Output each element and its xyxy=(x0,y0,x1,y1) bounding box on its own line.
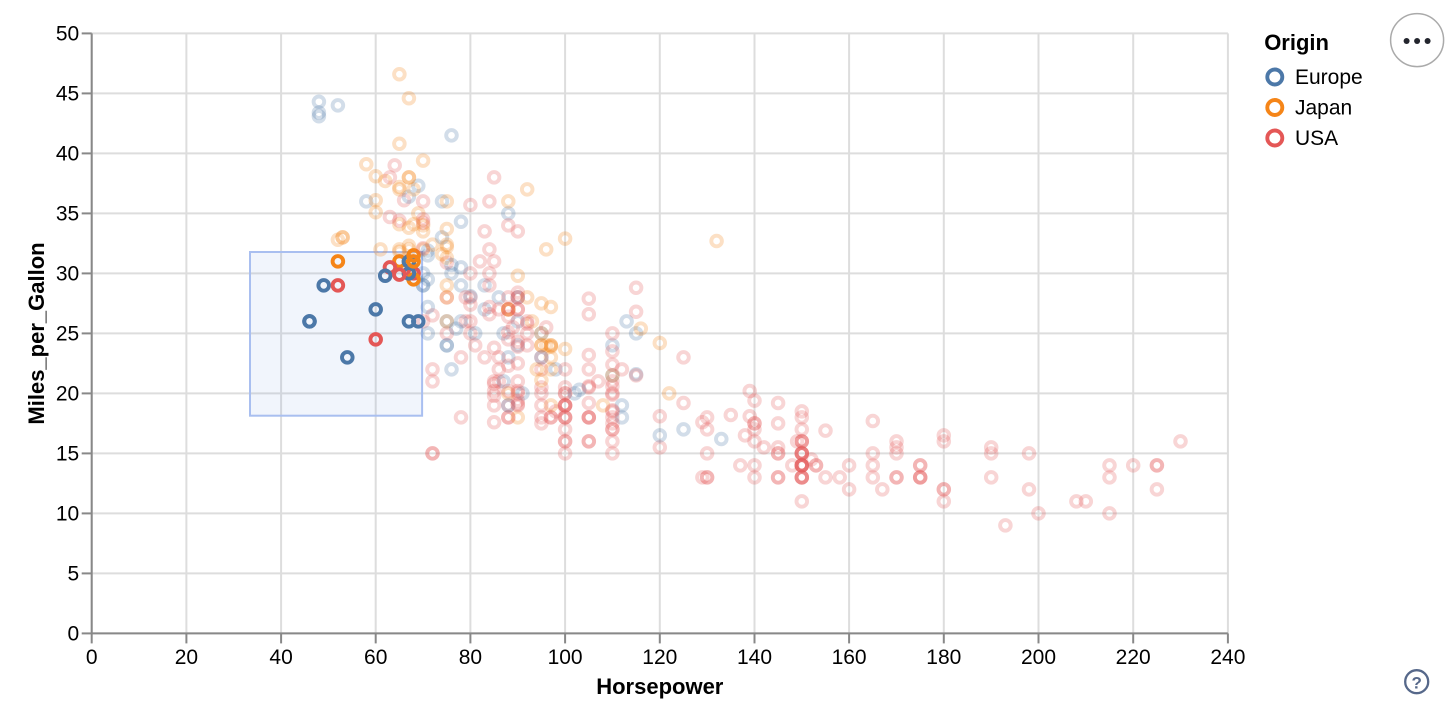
svg-text:240: 240 xyxy=(1210,646,1245,669)
svg-text:Japan: Japan xyxy=(1295,97,1352,120)
svg-text:Miles_per_Gallon: Miles_per_Gallon xyxy=(24,242,49,424)
svg-text:Origin: Origin xyxy=(1264,30,1329,55)
svg-text:20: 20 xyxy=(175,646,198,669)
svg-text:160: 160 xyxy=(832,646,867,669)
svg-text:120: 120 xyxy=(642,646,677,669)
svg-text:5: 5 xyxy=(68,563,80,586)
svg-text:100: 100 xyxy=(548,646,583,669)
svg-text:180: 180 xyxy=(926,646,961,669)
svg-text:140: 140 xyxy=(737,646,772,669)
svg-text:200: 200 xyxy=(1021,646,1056,669)
svg-text:25: 25 xyxy=(56,323,79,346)
svg-text:?: ? xyxy=(1412,674,1422,693)
svg-text:40: 40 xyxy=(56,143,79,166)
svg-text:45: 45 xyxy=(56,83,79,106)
svg-text:Europe: Europe xyxy=(1295,66,1363,89)
svg-text:60: 60 xyxy=(364,646,387,669)
svg-text:0: 0 xyxy=(86,646,98,669)
svg-text:Horsepower: Horsepower xyxy=(596,674,724,699)
svg-text:30: 30 xyxy=(56,263,79,286)
svg-text:0: 0 xyxy=(68,623,80,646)
svg-text:220: 220 xyxy=(1116,646,1151,669)
svg-text:40: 40 xyxy=(269,646,292,669)
svg-text:35: 35 xyxy=(56,203,79,226)
svg-text:USA: USA xyxy=(1295,127,1338,150)
svg-text:80: 80 xyxy=(459,646,482,669)
svg-text:15: 15 xyxy=(56,443,79,466)
svg-text:50: 50 xyxy=(56,23,79,46)
svg-text:10: 10 xyxy=(56,503,79,526)
svg-text:20: 20 xyxy=(56,383,79,406)
